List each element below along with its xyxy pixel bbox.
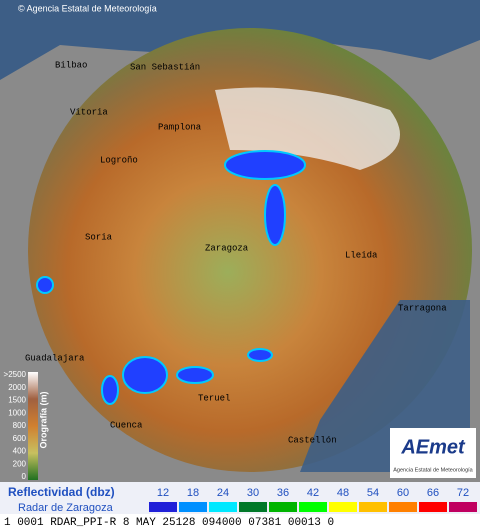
status-line: 1 0001 RDAR_PPI-R 8 MAY 25128 094000 073… [4, 517, 334, 529]
logo-name: AEmet [400, 436, 466, 458]
level-label: 18 [187, 487, 199, 499]
level-swatch [149, 502, 177, 512]
city-label: Cuenca [110, 420, 143, 430]
level-swatch [299, 502, 327, 512]
orography-title: Orografía (m) [38, 391, 48, 448]
level-swatch [209, 502, 237, 512]
level-label: 60 [397, 487, 409, 499]
city-label: Bilbao [55, 60, 87, 70]
level-swatch [359, 502, 387, 512]
level-label: 12 [157, 487, 169, 499]
status-bar [0, 514, 480, 530]
level-label: 54 [367, 487, 379, 499]
echo [224, 150, 306, 180]
level-label: 66 [427, 487, 439, 499]
city-label: San Sebastián [130, 62, 200, 72]
level-swatch [449, 502, 477, 512]
echo [264, 184, 286, 246]
orography-label: 600 [13, 434, 27, 443]
legend-subtitle: Radar de Zaragoza [18, 502, 114, 514]
city-label: Tarragona [398, 303, 447, 313]
city-label: Guadalajara [25, 353, 85, 363]
echo [101, 375, 119, 405]
city-label: Pamplona [158, 122, 202, 132]
echo [247, 348, 273, 362]
city-label: Teruel [198, 393, 230, 403]
level-label: 48 [337, 487, 349, 499]
orography-label: 800 [13, 421, 27, 430]
level-swatch [329, 502, 357, 512]
orography-label: 2000 [8, 383, 26, 392]
level-label: 24 [217, 487, 229, 499]
level-label: 36 [277, 487, 289, 499]
city-labels: Bilbao San Sebastián Vitoria Pamplona Logroñ… [25, 60, 447, 445]
city-label: Zaragoza [205, 243, 249, 253]
orography-label: 200 [13, 459, 27, 468]
orography-label: 400 [13, 447, 27, 456]
echo [122, 356, 168, 394]
level-label: 72 [457, 487, 469, 499]
pyrenees [215, 87, 400, 170]
logo-box [390, 428, 476, 478]
level-label: 30 [247, 487, 259, 499]
logo-caption: Agencia Estatal de Meteorología [393, 467, 473, 473]
legend-levels: 12 18 24 30 36 42 48 54 60 66 72 [149, 487, 477, 512]
orography-label: 1500 [8, 396, 26, 405]
city-label: Logroño [100, 155, 138, 165]
city-label: Vitoria [70, 107, 108, 117]
level-label: 42 [307, 487, 319, 499]
level-swatch [269, 502, 297, 512]
orography-bar [28, 372, 38, 480]
city-label: Lleida [345, 250, 378, 260]
echo [176, 366, 214, 384]
city-label: Castellón [288, 435, 337, 445]
orography-label: 1000 [8, 408, 26, 417]
orography-label: 0 [22, 472, 27, 481]
level-swatch [179, 502, 207, 512]
level-swatch [389, 502, 417, 512]
echoes [36, 150, 306, 405]
copyright: © Agencia Estatal de Meteorología [18, 3, 157, 13]
legend-title: Reflectividad (dbz) [8, 485, 115, 499]
level-swatch [239, 502, 267, 512]
city-label: Soria [85, 232, 113, 242]
level-swatch [419, 502, 447, 512]
orography-label: >2500 [4, 370, 27, 379]
echo [36, 276, 54, 294]
